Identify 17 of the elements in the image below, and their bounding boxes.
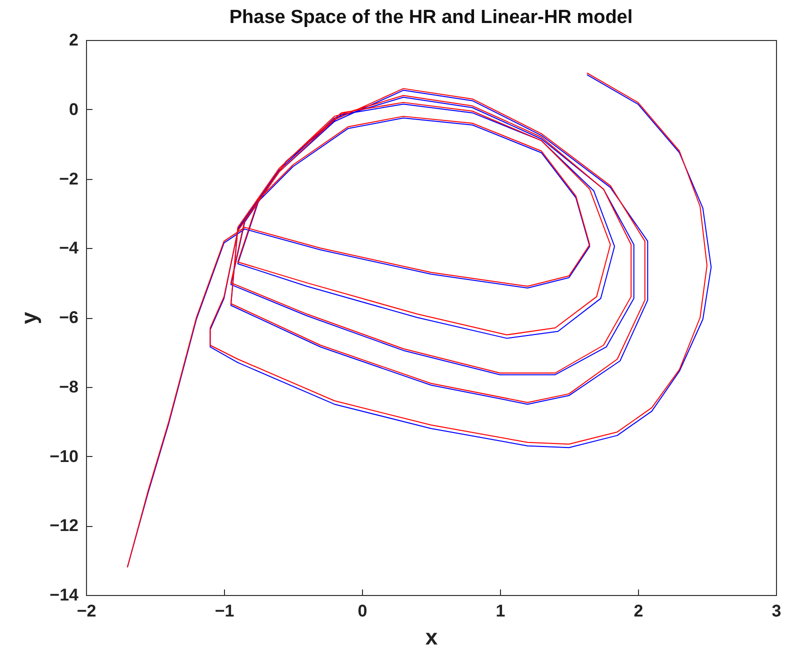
- x-tick-label: 3: [772, 602, 782, 620]
- x-tick-label: −1: [214, 602, 234, 620]
- y-tick-label: −8: [59, 377, 78, 396]
- y-tick-label: −10: [50, 446, 78, 466]
- y-tick-label: −4: [59, 238, 80, 258]
- y-tick-label: −6: [59, 308, 78, 327]
- y-tick-label: 0: [69, 100, 78, 119]
- x-tick-label: 2: [634, 602, 644, 620]
- y-tick-label: −14: [50, 586, 80, 604]
- x-tick-label: 0: [358, 602, 368, 620]
- y-tick-label: −12: [50, 516, 78, 536]
- x-tick-label: 1: [496, 602, 506, 620]
- x-axis-title: x: [425, 624, 438, 650]
- y-axis-title: y: [16, 311, 42, 324]
- y-tick-label: 2: [69, 30, 78, 50]
- y-tick-label: −2: [59, 169, 78, 188]
- chart-title: Phase Space of the HR and Linear-HR model: [229, 7, 633, 28]
